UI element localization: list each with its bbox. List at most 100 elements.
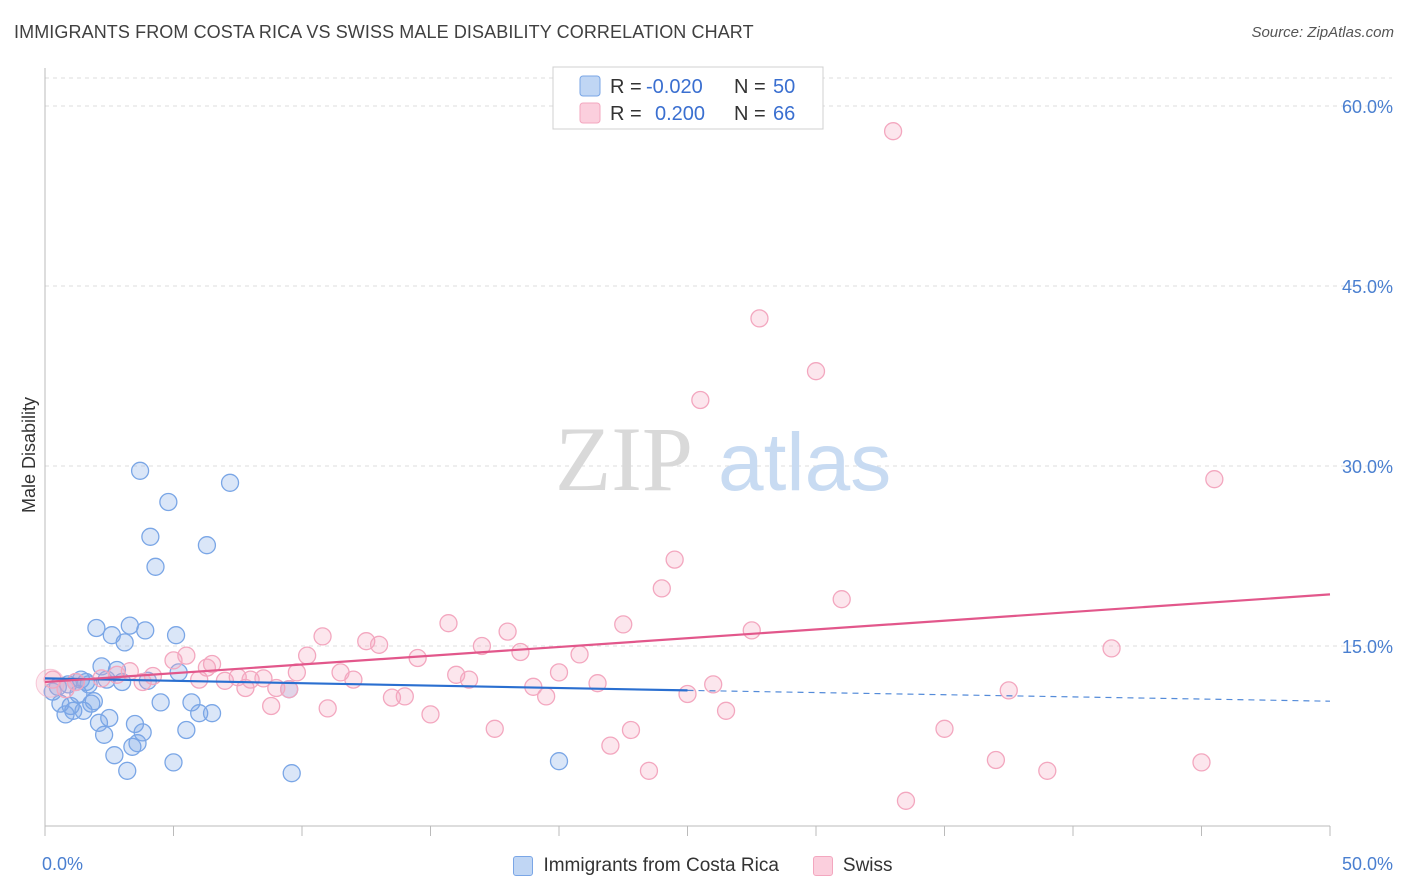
point-swiss [1192,753,1211,772]
trend-line-costa-rica-extension [687,689,1331,702]
series-label-costa-rica: Immigrants from Costa Rica [543,855,779,876]
point-costa-rica [89,713,109,732]
point-swiss [459,670,479,689]
point-swiss [832,590,851,609]
point-swiss [1205,470,1224,489]
point-swiss [537,687,556,706]
point-costa-rica [164,753,183,772]
series-label-swiss: Swiss [842,855,893,876]
point-costa-rica [190,704,209,723]
legend-n-label-2: N = [734,103,766,125]
x-tick-label-min: 0.0% [42,854,83,874]
legend-swatch-costa-rica [579,75,601,97]
point-costa-rica [197,536,217,555]
point-swiss [750,309,769,328]
point-swiss [986,750,1006,770]
point-swiss [472,636,492,656]
legend-n-value-1: 50 [773,76,795,98]
point-swiss [896,791,916,810]
point-swiss [177,646,196,665]
legend-r-value-2: 0.200 [655,103,705,125]
point-swiss [570,645,589,664]
axes [44,68,1331,836]
point-costa-rica [130,461,150,480]
legend-r-value-1: -0.020 [646,76,703,98]
point-swiss [395,687,414,706]
y-tick-label: 60.0% [1342,97,1393,117]
point-swiss [652,579,671,598]
y-tick-label: 15.0% [1342,637,1393,657]
point-costa-rica [159,492,178,512]
point-swiss [1102,639,1121,658]
point-costa-rica [105,746,124,765]
point-swiss [297,646,317,665]
source-label: Source: ZipAtlas.com [1251,24,1394,41]
point-swiss [883,122,903,141]
y-axis-label: Male Disability [19,397,39,513]
point-swiss [421,705,440,724]
point-costa-rica [549,752,569,771]
chart-title: IMMIGRANTS FROM COSTA RICA VS SWISS MALE… [14,22,754,42]
point-costa-rica [120,616,139,635]
watermark-zip: ZIP [555,408,693,510]
point-swiss [511,642,530,662]
point-costa-rica [100,708,119,728]
grid-lines [45,77,1392,647]
point-swiss [621,720,641,740]
point-cluster [35,668,65,698]
point-costa-rica [282,764,301,783]
point-swiss [344,670,363,689]
trend-lines [44,593,1331,702]
point-swiss [202,654,222,674]
point-swiss [678,684,697,704]
point-swiss [716,701,736,720]
point-swiss [287,663,307,682]
point-swiss [318,699,337,718]
series-swatch-costa-rica [513,856,534,876]
point-costa-rica [177,720,196,740]
point-costa-rica [151,693,170,712]
series-legend: Immigrants from Costa Rica Swiss [0,852,1406,880]
point-costa-rica [141,527,160,546]
tick-labels: 15.0% 30.0% 45.0% 60.0% 0.0% 50.0% [42,97,1393,874]
legend: R = -0.020 N = 50 R = 0.200 N = 66 [552,66,824,130]
point-costa-rica [136,621,155,640]
point-costa-rica [220,473,240,492]
point-costa-rica [64,701,83,720]
point-swiss [133,672,152,692]
point-costa-rica [87,618,106,638]
point-swiss [665,550,684,569]
point-swiss [1038,761,1057,780]
series-swatch-swiss [812,856,833,876]
y-tick-label: 30.0% [1342,457,1393,477]
legend-n-value-2: 66 [773,103,795,125]
watermark-atlas: atlas [718,417,891,508]
point-swiss [601,736,620,755]
point-costa-rica [133,723,152,742]
point-costa-rica [94,725,114,744]
point-swiss [66,672,85,692]
point-swiss [498,622,517,641]
point-swiss [262,696,281,716]
legend-r-label-2: R = [610,103,642,125]
legend-swatch-swiss [579,102,601,124]
legend-n-label-1: N = [734,76,766,98]
legend-r-label-1: R = [610,76,642,98]
point-swiss [806,362,826,381]
series-legend-swiss: Swiss [812,855,893,877]
point-costa-rica [166,626,186,645]
trend-line-costa-rica [44,677,688,692]
point-costa-rica [202,704,222,723]
point-swiss [999,681,1018,700]
point-swiss [549,663,569,682]
trend-line-swiss [44,593,1331,684]
point-swiss [704,675,723,694]
point-swiss [485,719,504,738]
watermark: ZIP atlas [555,408,891,510]
series-legend-costa-rica: Immigrants from Costa Rica [513,855,779,877]
point-swiss [639,761,659,780]
point-costa-rica [84,692,103,711]
point-swiss [588,674,607,693]
point-costa-rica [115,633,134,652]
